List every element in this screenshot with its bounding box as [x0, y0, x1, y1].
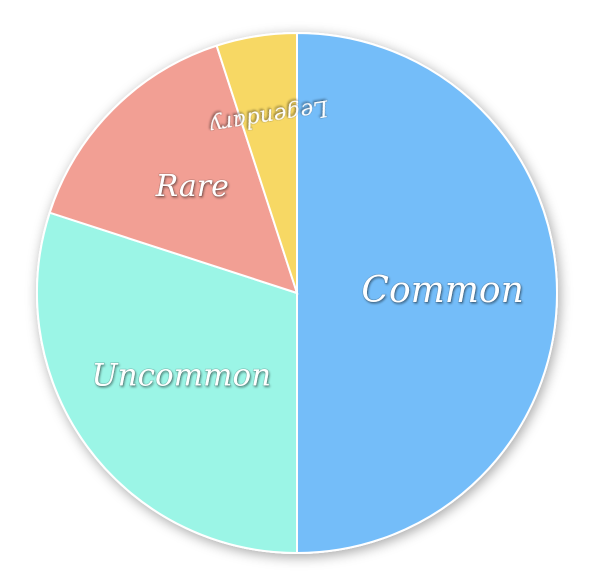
pie-slice-common [296, 31, 558, 555]
pie-label-common: Common [361, 270, 523, 311]
pie-slice-uncommon [36, 211, 298, 555]
pie-label-rare: Rare [155, 169, 229, 204]
pie-slices [36, 31, 558, 555]
pie-slice-legendary [215, 31, 298, 294]
pie-label-uncommon: Uncommon [92, 358, 272, 394]
pie-slice-rare [48, 44, 299, 295]
